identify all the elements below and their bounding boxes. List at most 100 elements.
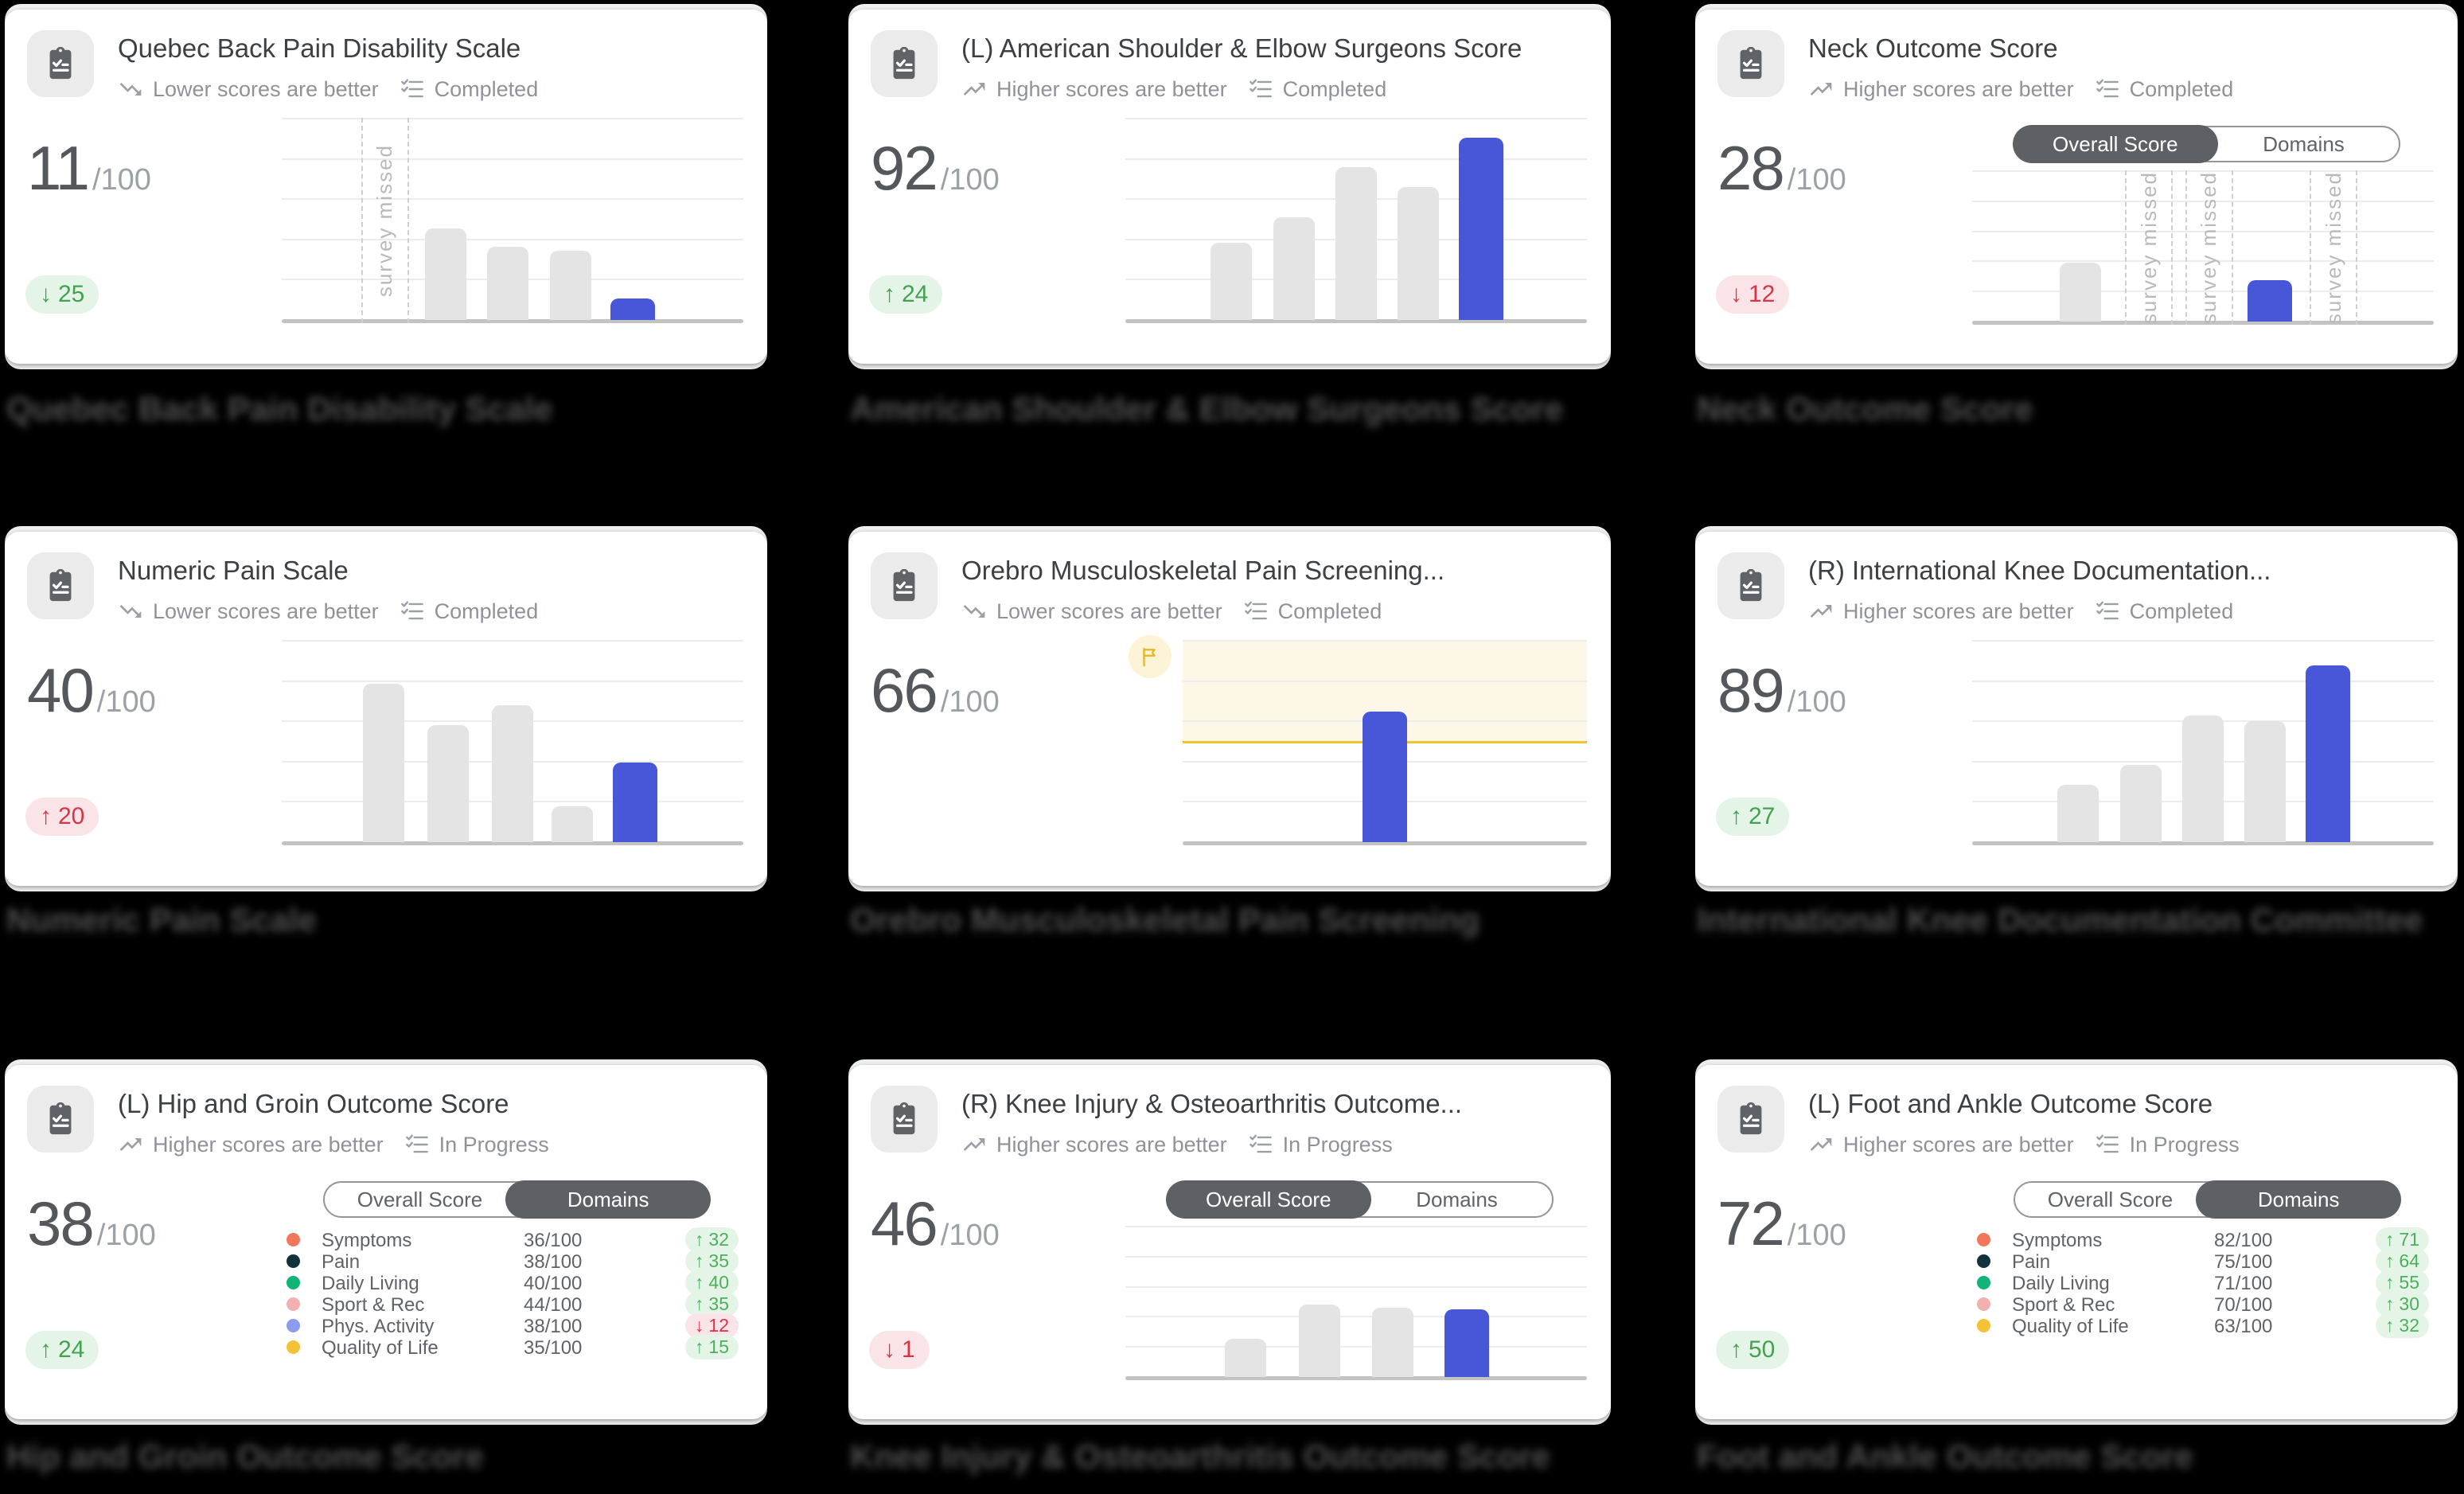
domain-color-dot bbox=[1977, 1233, 1990, 1246]
status-label: In Progress bbox=[439, 1132, 549, 1157]
status-indicator: In Progress bbox=[2095, 1132, 2240, 1157]
chart-baseline bbox=[282, 319, 743, 323]
domain-change-badge: ↑ 15 bbox=[684, 1335, 739, 1359]
trend-label: Higher scores are better bbox=[1843, 599, 2074, 623]
past-score-bar bbox=[2244, 721, 2287, 842]
survey-icon-box bbox=[27, 552, 94, 619]
toggle-option-overall-score[interactable]: Overall Score bbox=[357, 1187, 483, 1211]
flag-icon bbox=[1143, 647, 1156, 667]
domain-score: 70/100 bbox=[2214, 1294, 2273, 1316]
survey-score-card[interactable]: (L) American Shoulder & Elbow Surgeons S… bbox=[848, 10, 1611, 364]
past-score-bar bbox=[2057, 785, 2099, 842]
domain-row: Daily Living 71/100 ↑ 55 bbox=[1966, 1270, 2432, 1295]
trend-indicator: Lower scores are better bbox=[118, 599, 379, 624]
score-max: /100 bbox=[1787, 685, 1846, 719]
survey-score-card[interactable]: Orebro Musculoskeletal Pain Screening...… bbox=[848, 532, 1611, 886]
card-title: Neck Outcome Score bbox=[1808, 33, 2058, 63]
domain-color-dot bbox=[287, 1276, 300, 1289]
chart-gridline bbox=[1125, 118, 1587, 119]
status-label: Completed bbox=[1277, 599, 1382, 623]
domain-change-value: 35 bbox=[708, 1250, 729, 1271]
chart-gridline bbox=[1972, 681, 2434, 682]
domain-color-dot bbox=[1977, 1297, 1990, 1311]
chart-gridline bbox=[282, 118, 743, 119]
toggle-option-overall-score[interactable]: Overall Score bbox=[2013, 125, 2218, 163]
past-score-bar bbox=[1273, 217, 1315, 320]
chart-gridline bbox=[1125, 1226, 1587, 1227]
blurred-caption: Foot and Ankle Outcome Score bbox=[1697, 1437, 2193, 1475]
view-toggle: Overall Score Domains bbox=[1166, 1180, 1554, 1219]
checklist-icon bbox=[1249, 79, 1272, 98]
past-score-bar bbox=[2119, 765, 2162, 842]
status-label: Completed bbox=[2129, 76, 2234, 101]
status-label: Completed bbox=[434, 599, 539, 623]
toggle-option-overall-score[interactable]: Overall Score bbox=[2047, 1187, 2174, 1211]
survey-score-card[interactable]: (R) International Knee Documentation... H… bbox=[1695, 532, 2458, 886]
domain-change-badge: ↑ 32 bbox=[2375, 1313, 2429, 1338]
survey-missed-label: survey missed bbox=[2321, 170, 2345, 325]
score-value: 28 bbox=[1717, 133, 1785, 203]
domain-change-badge: ↓ 12 bbox=[684, 1313, 739, 1338]
domain-color-dot bbox=[1977, 1319, 1990, 1332]
blurred-caption: Quebec Back Pain Disability Scale bbox=[6, 390, 553, 427]
toggle-option-domains[interactable]: Domains bbox=[2263, 131, 2345, 156]
chart-baseline bbox=[1125, 1376, 1587, 1380]
domain-change-value: 32 bbox=[708, 1229, 729, 1250]
survey-score-card[interactable]: Quebec Back Pain Disability Scale Lower s… bbox=[5, 10, 767, 364]
risk-flag-marker bbox=[1129, 635, 1172, 678]
checklist-icon bbox=[2096, 601, 2119, 620]
chart-baseline bbox=[1183, 841, 1587, 845]
survey-icon-box bbox=[1717, 1086, 1784, 1153]
past-score-bar bbox=[2060, 263, 2102, 322]
survey-score-card[interactable]: Numeric Pain Scale Lower scores are bette… bbox=[5, 532, 767, 886]
card-title: Quebec Back Pain Disability Scale bbox=[118, 33, 521, 63]
survey-score-card[interactable]: (L) Hip and Groin Outcome Score Higher sc… bbox=[5, 1065, 767, 1419]
change-value: 24 bbox=[902, 281, 929, 307]
change-value: 20 bbox=[58, 803, 85, 829]
clipboard-icon bbox=[893, 46, 915, 80]
change-value: 24 bbox=[58, 1336, 85, 1363]
domain-score: 71/100 bbox=[2214, 1273, 2273, 1294]
chart-gridline bbox=[282, 681, 743, 682]
domain-label: Phys. Activity bbox=[322, 1316, 435, 1337]
change-value: 12 bbox=[1749, 281, 1776, 307]
domain-change-badge: ↑ 40 bbox=[684, 1270, 739, 1295]
survey-missed-zone: survey missed bbox=[2310, 170, 2358, 325]
domain-row: Pain 38/100 ↑ 35 bbox=[275, 1249, 742, 1274]
survey-score-card[interactable]: (L) Foot and Ankle Outcome Score Higher s… bbox=[1695, 1065, 2458, 1419]
domain-color-dot bbox=[1977, 1254, 1990, 1268]
change-badge: ↑ 50 bbox=[1716, 1331, 1790, 1369]
domain-color-dot bbox=[287, 1297, 300, 1311]
toggle-option-domains[interactable]: Domains bbox=[2196, 1180, 2401, 1219]
change-badge: ↑ 24 bbox=[869, 275, 943, 314]
card-title: (L) Foot and Ankle Outcome Score bbox=[1808, 1089, 2213, 1118]
past-score-bar bbox=[1372, 1308, 1414, 1377]
blurred-caption: Neck Outcome Score bbox=[1697, 390, 2033, 427]
domain-change-badge: ↑ 71 bbox=[2375, 1227, 2429, 1252]
domain-score: 35/100 bbox=[524, 1337, 583, 1359]
trend-indicator: Higher scores are better bbox=[1808, 599, 2074, 624]
checklist-icon bbox=[2096, 1134, 2119, 1153]
past-score-bar bbox=[549, 251, 591, 320]
overall-score: 11/100 bbox=[27, 132, 151, 205]
toggle-option-domains[interactable]: Domains bbox=[1416, 1187, 1498, 1211]
survey-score-card[interactable]: Neck Outcome Score Higher scores are bett… bbox=[1695, 10, 2458, 364]
arrow-down-icon: ↓ bbox=[1730, 281, 1742, 307]
checklist-icon bbox=[400, 601, 423, 620]
chart-gridline bbox=[282, 158, 743, 160]
score-max: /100 bbox=[940, 1219, 1000, 1252]
score-history-chart bbox=[1125, 118, 1587, 323]
score-history-chart bbox=[1125, 1226, 1587, 1380]
trend-indicator: Higher scores are better bbox=[1808, 1132, 2074, 1157]
past-score-bar bbox=[424, 228, 466, 320]
toggle-option-domains[interactable]: Domains bbox=[505, 1180, 711, 1219]
clipboard-icon bbox=[1740, 568, 1762, 602]
toggle-option-overall-score[interactable]: Overall Score bbox=[1166, 1180, 1371, 1219]
survey-score-card[interactable]: (R) Knee Injury & Osteoarthritis Outcome… bbox=[848, 1065, 1611, 1419]
domain-row: Sport & Rec 70/100 ↑ 30 bbox=[1966, 1292, 2432, 1317]
chart-gridline bbox=[282, 239, 743, 240]
score-history-chart bbox=[282, 640, 743, 845]
domain-label: Daily Living bbox=[322, 1273, 419, 1294]
arrow-down-icon: ↓ bbox=[883, 1336, 895, 1363]
domain-color-dot bbox=[1977, 1276, 1990, 1289]
